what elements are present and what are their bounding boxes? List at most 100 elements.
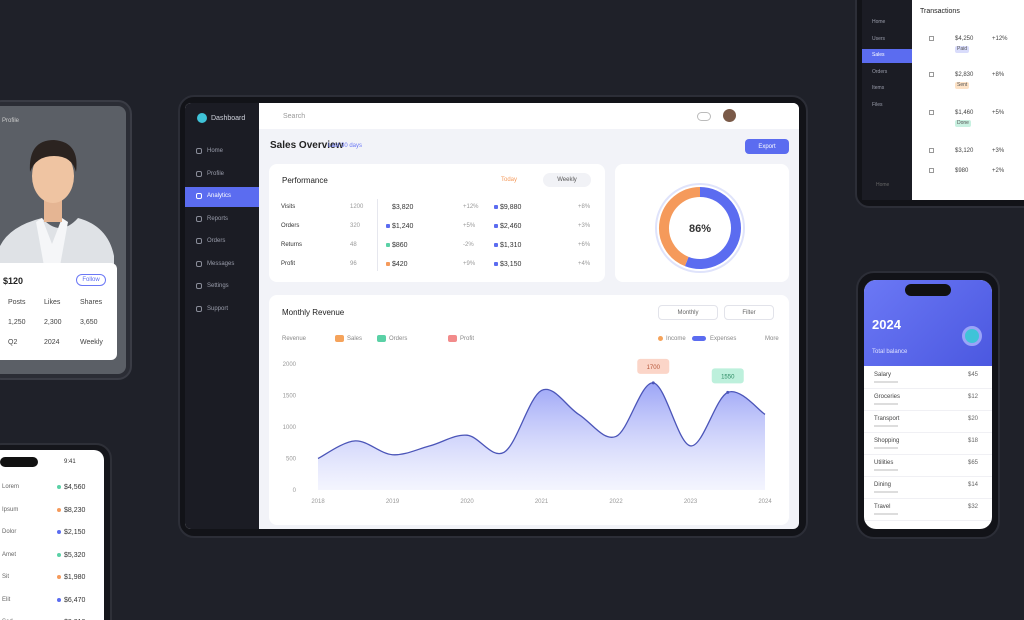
stat-icon — [494, 205, 498, 209]
stat-icon — [386, 262, 390, 266]
legend-swatch — [692, 336, 706, 341]
lp-dot — [57, 552, 61, 557]
lp-dot — [57, 530, 61, 534]
rp-sep — [864, 498, 992, 499]
logo — [197, 113, 207, 123]
search: Search — [283, 113, 306, 120]
lp-label: Ipsum — [2, 506, 19, 513]
nav-item: Settings — [207, 283, 229, 289]
stat-cell: $1,310 — [500, 242, 522, 249]
rt-nav: Sales — [872, 52, 885, 58]
stat-cell: Visits — [281, 204, 296, 210]
nav-icon — [196, 215, 202, 222]
rt-check — [929, 36, 934, 41]
page-title: Sales Overview — [270, 140, 344, 151]
lp-dot — [57, 485, 61, 489]
nav-icon — [196, 283, 202, 289]
filter-item: Orders — [389, 336, 408, 342]
badge[interactable]: Today — [495, 173, 523, 187]
lp-value: $4,560 — [64, 484, 86, 491]
stat-icon — [386, 224, 390, 228]
rt-change: +2% — [992, 168, 1005, 174]
rt-check — [929, 110, 934, 115]
rt-change: +5% — [992, 110, 1005, 116]
left-phone-screen: 9:41 Lorem $4,560 Ipsum $8,230 Dolor $2,150 Ame… — [0, 450, 104, 620]
stat-cell: $2,460 — [500, 223, 522, 230]
rt-check — [929, 148, 934, 153]
lp-dot — [57, 597, 61, 602]
stat-cell: +9% — [463, 261, 476, 267]
export-button[interactable]: Export — [745, 139, 789, 154]
lt-cell: 2,300 — [44, 319, 62, 326]
filter-swatch — [377, 335, 386, 342]
rp-label: Shopping — [874, 438, 900, 444]
page-subtitle: Last 30 days — [328, 143, 363, 149]
stat-icon — [494, 224, 498, 228]
stat-cell: $3,820 — [392, 204, 414, 211]
chart-card — [269, 295, 789, 525]
rp-label: Utilities — [874, 460, 894, 466]
rt-nav: Orders — [872, 68, 888, 75]
rt-header: Transactions — [920, 8, 960, 15]
rp-sub — [874, 469, 898, 471]
rt-badge: Sent — [955, 82, 970, 89]
rp-sub — [874, 425, 898, 427]
rt-change: +3% — [992, 148, 1005, 154]
stat-cell: 96 — [350, 261, 357, 267]
legend-more: More — [765, 336, 779, 342]
stat-cell: $420 — [392, 261, 408, 268]
nav-item: Profile — [207, 170, 225, 177]
rp-sep — [864, 520, 992, 521]
rp-sub — [874, 381, 898, 383]
stats-title: Performance — [282, 176, 328, 185]
sidebar — [185, 103, 259, 529]
lt-cell: Q2 — [8, 339, 18, 346]
stat-cell: $1,240 — [392, 223, 414, 230]
rp-sub — [874, 447, 898, 449]
follow-button[interactable]: Follow — [76, 274, 106, 286]
nav-icon — [196, 148, 202, 154]
rp-sub — [874, 403, 898, 405]
stat-cell: 48 — [350, 242, 357, 248]
stat-cell: $3,150 — [500, 261, 522, 268]
stat-cell: 320 — [350, 223, 361, 229]
lp-value: $2,150 — [64, 529, 86, 536]
lt-cell: Shares — [80, 299, 103, 306]
left-tablet-screen: $120 Follow Posts Likes Shares 1,250 2,300 3,65… — [0, 106, 126, 374]
nav-item: Messages — [207, 260, 235, 267]
phone-icon — [962, 326, 982, 346]
stat-icon — [494, 262, 498, 266]
rp-sep — [864, 410, 992, 411]
chart-button[interactable]: Filter — [724, 305, 774, 320]
stat-cell: Profit — [281, 261, 296, 267]
stat-cell: +12% — [463, 204, 479, 210]
brand: Dashboard — [211, 115, 246, 122]
filter-item: Profit — [460, 336, 475, 342]
donut-card — [615, 164, 789, 282]
filter-item: Sales — [347, 336, 363, 342]
filter-swatch — [335, 335, 344, 342]
divider — [377, 199, 378, 271]
rp-value: $32 — [968, 504, 979, 510]
stat-cell: Orders — [281, 223, 300, 229]
chart-button[interactable]: Monthly — [658, 305, 718, 320]
stat-cell: +3% — [578, 223, 591, 229]
nav-item: Home — [207, 148, 224, 154]
lp-dot — [57, 507, 61, 512]
rp-sep — [864, 432, 992, 433]
rp-label: Salary — [874, 372, 892, 378]
lp-label: Amet — [2, 551, 17, 558]
stat-cell: $9,880 — [500, 204, 522, 211]
rt-badge: Paid — [955, 46, 970, 53]
lp-dot — [57, 575, 61, 579]
legend-item: Expenses — [710, 336, 737, 342]
rt-change: +8% — [992, 72, 1005, 78]
rt-nav: Users — [872, 35, 886, 42]
nav-icon — [196, 193, 202, 199]
rp-label: Travel — [874, 504, 891, 510]
rt-badge: Done — [955, 120, 971, 127]
stat-cell: +8% — [578, 204, 591, 210]
badge[interactable]: Weekly — [543, 173, 591, 187]
lt-cell: 1,250 — [8, 319, 26, 326]
